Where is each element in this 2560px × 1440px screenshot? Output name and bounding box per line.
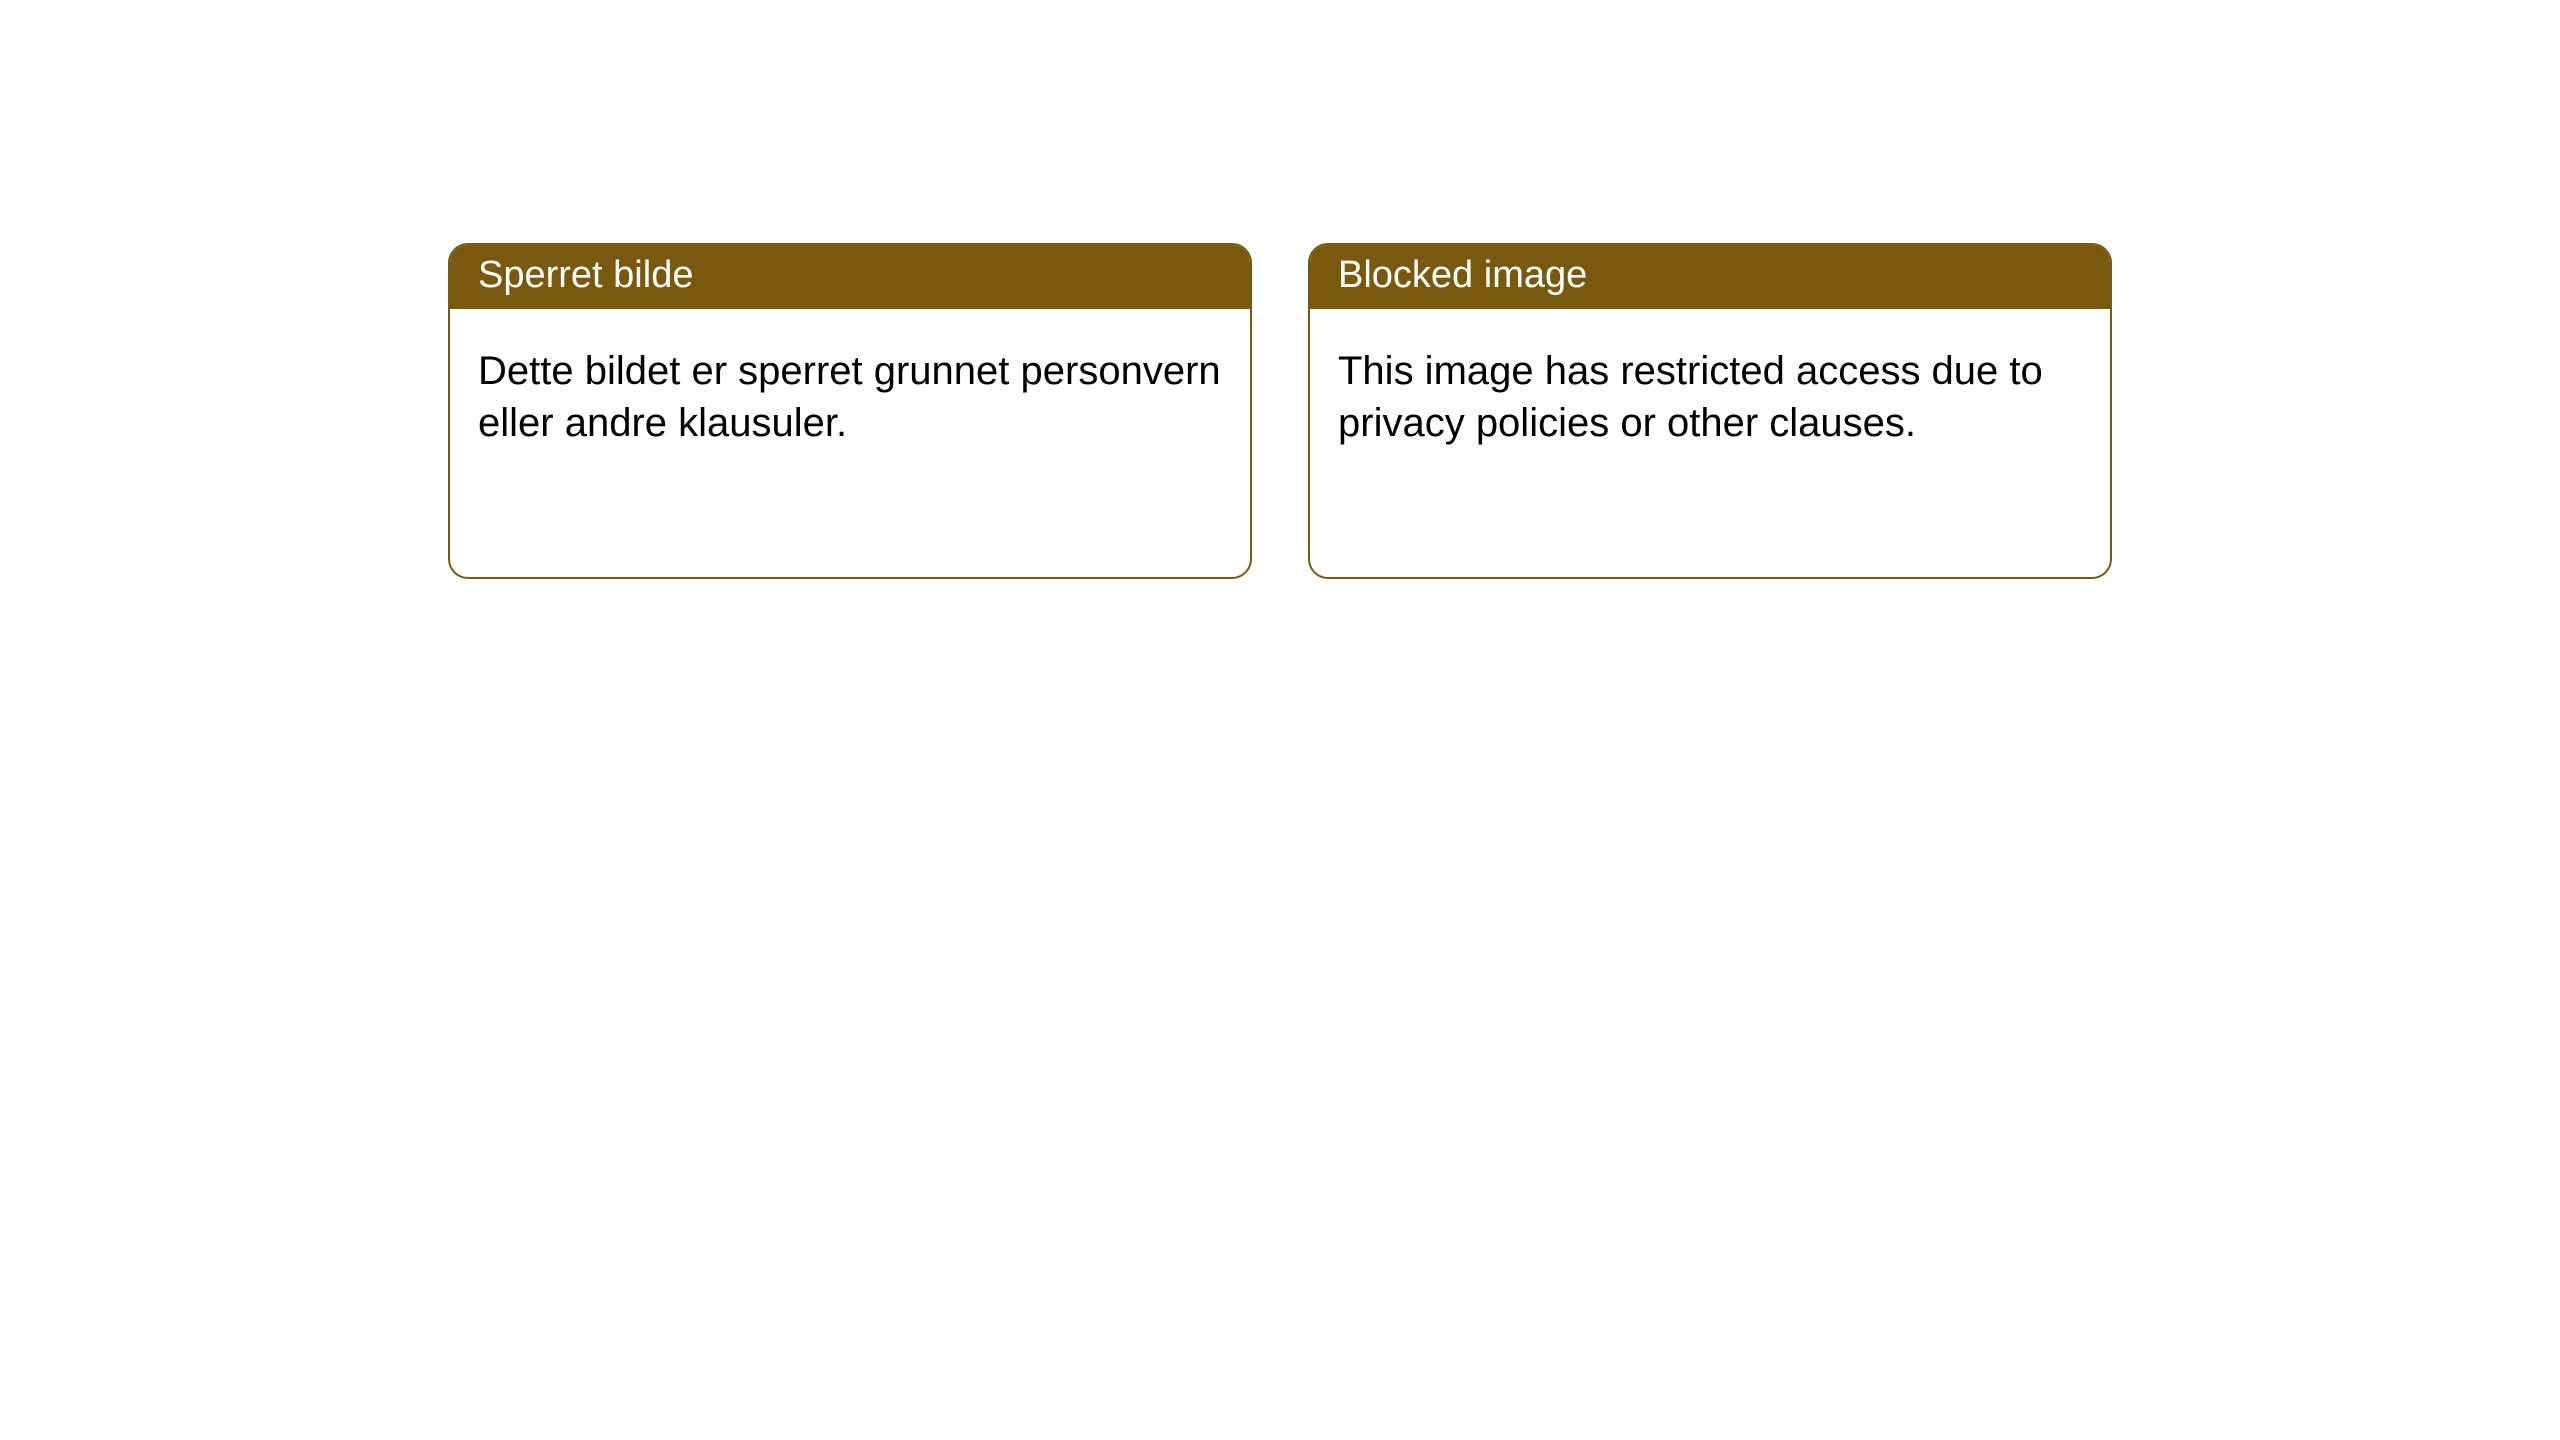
blocked-image-card-no: Sperret bilde Dette bildet er sperret gr… <box>448 243 1252 579</box>
blocked-image-card-en: Blocked image This image has restricted … <box>1308 243 2112 579</box>
notice-cards-container: Sperret bilde Dette bildet er sperret gr… <box>0 0 2560 579</box>
card-body: This image has restricted access due to … <box>1310 309 2110 485</box>
card-header: Blocked image <box>1310 245 2110 309</box>
card-body-text: Dette bildet er sperret grunnet personve… <box>478 349 1221 445</box>
card-title: Blocked image <box>1338 254 1587 296</box>
card-body-text: This image has restricted access due to … <box>1338 349 2043 445</box>
card-title: Sperret bilde <box>478 254 693 296</box>
card-header: Sperret bilde <box>450 245 1250 309</box>
card-body: Dette bildet er sperret grunnet personve… <box>450 309 1250 485</box>
